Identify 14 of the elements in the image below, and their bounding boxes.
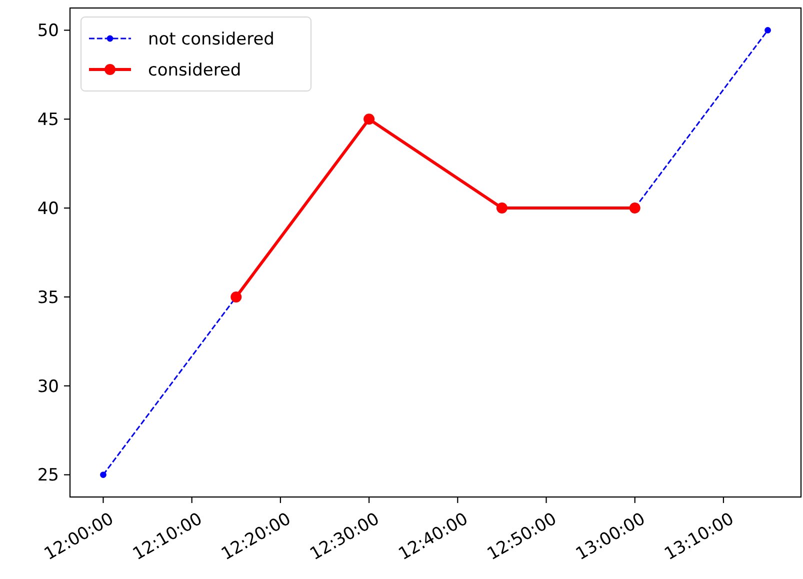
y-tick-label: 30 bbox=[37, 376, 59, 397]
legend-label: considered bbox=[148, 60, 242, 80]
y-tick-label: 25 bbox=[37, 466, 59, 486]
y-tick-label: 45 bbox=[37, 110, 59, 130]
y-tick-label: 35 bbox=[37, 288, 59, 308]
point bbox=[230, 291, 242, 302]
point bbox=[496, 202, 508, 214]
y-tick-label: 40 bbox=[37, 198, 59, 219]
point bbox=[100, 472, 106, 478]
point bbox=[764, 27, 771, 34]
point bbox=[629, 202, 640, 214]
legend-label: not considered bbox=[148, 29, 274, 50]
point bbox=[364, 114, 375, 125]
y-tick-label: 50 bbox=[37, 21, 59, 42]
